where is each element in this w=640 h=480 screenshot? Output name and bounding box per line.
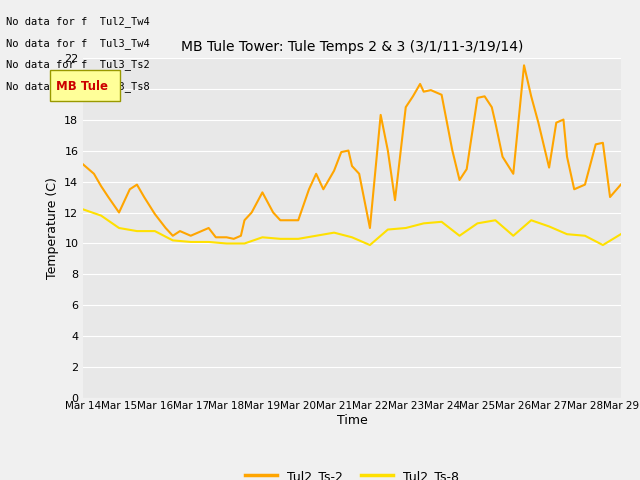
Tul2_Ts-8 — [187, 239, 195, 245]
Tul2_Ts-8 — [545, 224, 553, 229]
Tul2_Ts-2 — [330, 168, 338, 174]
Tul2_Ts-2 — [337, 149, 345, 155]
Tul2_Ts-8 — [438, 219, 445, 225]
Tul2_Ts-2 — [617, 182, 625, 188]
Tul2_Ts-8 — [617, 231, 625, 237]
Y-axis label: Temperature (C): Temperature (C) — [45, 177, 58, 279]
Tul2_Ts-8 — [581, 233, 589, 239]
Tul2_Ts-8 — [474, 220, 481, 226]
Tul2_Ts-8 — [402, 225, 410, 231]
Tul2_Ts-8 — [259, 234, 266, 240]
X-axis label: Time: Time — [337, 414, 367, 427]
Tul2_Ts-8 — [205, 239, 212, 245]
Tul2_Ts-8 — [348, 234, 356, 240]
Tul2_Ts-8 — [420, 220, 428, 226]
Tul2_Ts-2 — [230, 236, 237, 242]
Tul2_Ts-8 — [241, 240, 248, 246]
Tul2_Ts-8 — [456, 233, 463, 239]
Tul2_Ts-8 — [276, 236, 284, 242]
Tul2_Ts-8 — [527, 217, 535, 223]
Tul2_Ts-8 — [563, 231, 571, 237]
Tul2_Ts-2 — [79, 162, 87, 168]
Title: MB Tule Tower: Tule Temps 2 & 3 (3/1/11-3/19/14): MB Tule Tower: Tule Temps 2 & 3 (3/1/11-… — [181, 40, 523, 54]
Tul2_Ts-8 — [133, 228, 141, 234]
Line: Tul2_Ts-8: Tul2_Ts-8 — [83, 209, 621, 245]
Tul2_Ts-8 — [97, 213, 105, 218]
Tul2_Ts-8 — [115, 225, 123, 231]
Tul2_Ts-8 — [169, 238, 177, 243]
Tul2_Ts-8 — [151, 228, 159, 234]
Tul2_Ts-8 — [330, 230, 338, 236]
Tul2_Ts-8 — [294, 236, 302, 242]
Tul2_Ts-8 — [492, 217, 499, 223]
Tul2_Ts-8 — [509, 233, 517, 239]
Tul2_Ts-2 — [520, 62, 528, 68]
Tul2_Ts-8 — [384, 227, 392, 232]
Tul2_Ts-8 — [223, 240, 230, 246]
Text: No data for f  Tul2_Tw4: No data for f Tul2_Tw4 — [6, 16, 150, 27]
Tul2_Ts-8 — [79, 206, 87, 212]
Line: Tul2_Ts-2: Tul2_Ts-2 — [83, 65, 621, 239]
Tul2_Ts-2 — [509, 171, 517, 177]
Text: MB Tule: MB Tule — [56, 80, 108, 93]
Text: No data for f  Tul3_Ts8: No data for f Tul3_Ts8 — [6, 81, 150, 92]
Legend: Tul2_Ts-2, Tul2_Ts-8: Tul2_Ts-2, Tul2_Ts-8 — [241, 465, 463, 480]
Text: No data for f  Tul3_Tw4: No data for f Tul3_Tw4 — [6, 37, 150, 48]
Tul2_Ts-2 — [126, 186, 134, 192]
Tul2_Ts-2 — [223, 234, 230, 240]
Tul2_Ts-8 — [599, 242, 607, 248]
Tul2_Ts-8 — [366, 242, 374, 248]
Tul2_Ts-8 — [312, 233, 320, 239]
Tul2_Ts-2 — [259, 190, 266, 195]
Text: No data for f  Tul3_Ts2: No data for f Tul3_Ts2 — [6, 59, 150, 70]
